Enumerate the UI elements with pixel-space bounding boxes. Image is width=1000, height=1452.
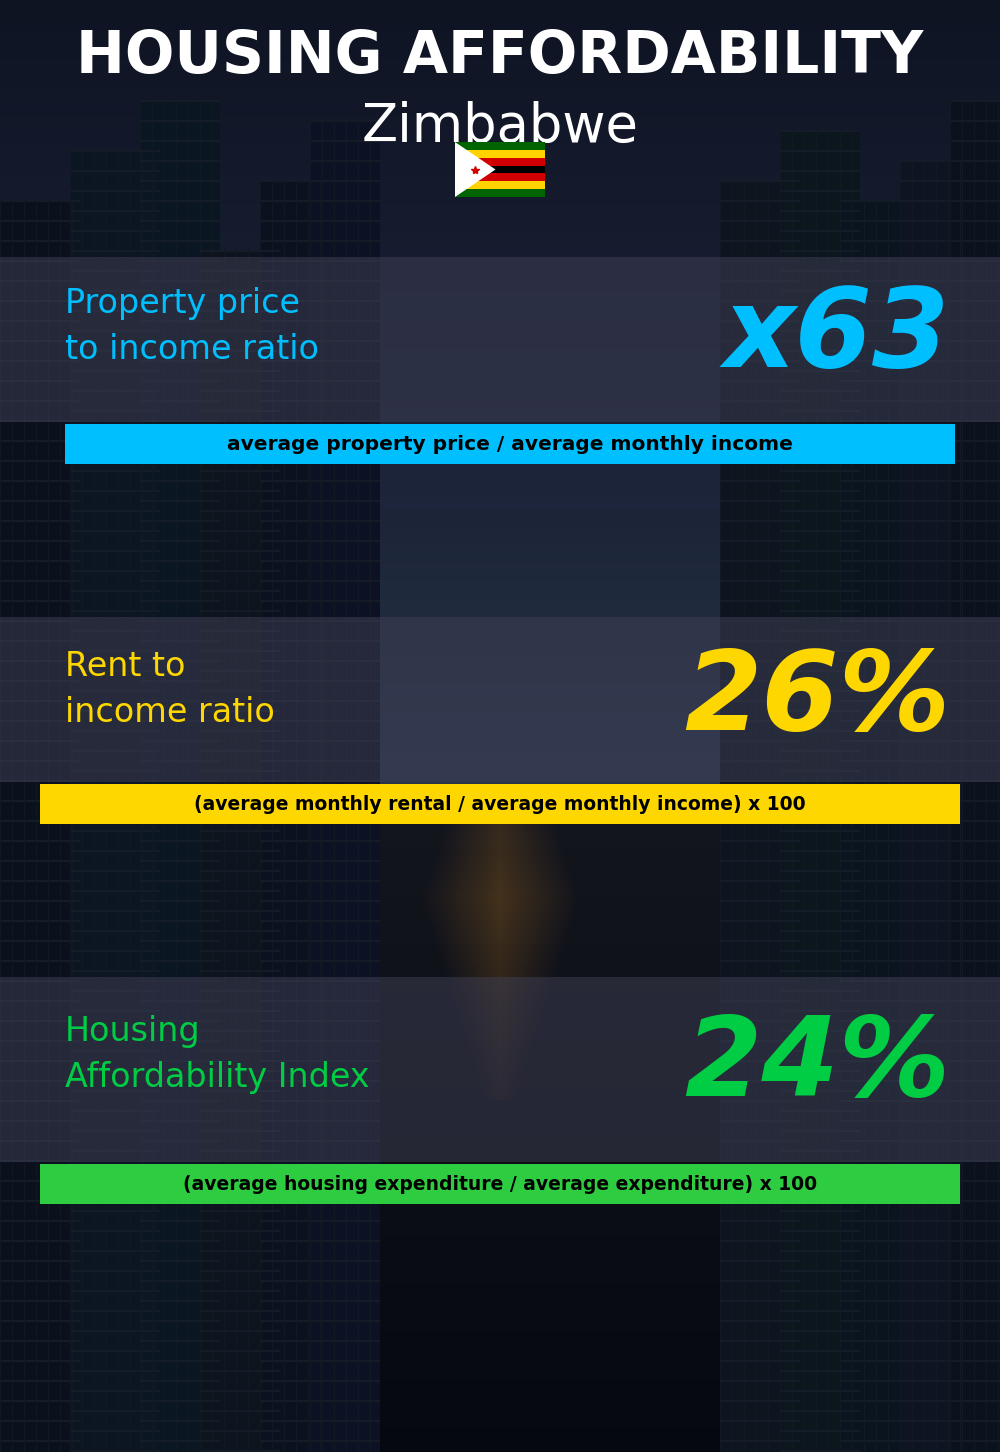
Text: HOUSING AFFORDABILITY: HOUSING AFFORDABILITY (76, 29, 924, 86)
Bar (40, 1165, 960, 1204)
Text: Property price
to income ratio: Property price to income ratio (65, 287, 319, 366)
Bar (0, 257, 1000, 423)
Polygon shape (455, 142, 496, 197)
Bar (0, 977, 1000, 1162)
Text: (average housing expenditure / average expenditure) x 100: (average housing expenditure / average e… (183, 1175, 817, 1194)
Text: (average monthly rental / average monthly income) x 100: (average monthly rental / average monthl… (194, 794, 806, 813)
Text: Housing
Affordability Index: Housing Affordability Index (65, 1015, 370, 1095)
Bar (455, 158, 545, 166)
Bar (455, 173, 545, 182)
Text: Zimbabwe: Zimbabwe (362, 102, 638, 152)
Text: 26%: 26% (684, 646, 950, 754)
Bar (65, 424, 955, 465)
Bar (0, 617, 1000, 783)
Bar (455, 182, 545, 189)
Text: average property price / average monthly income: average property price / average monthly… (227, 434, 793, 453)
Bar (455, 189, 545, 197)
Bar (455, 142, 545, 150)
Bar (455, 166, 545, 173)
Text: Rent to
income ratio: Rent to income ratio (65, 650, 275, 729)
Text: 24%: 24% (684, 1012, 950, 1119)
Bar (455, 150, 545, 158)
Bar (40, 784, 960, 823)
Text: x63: x63 (724, 283, 950, 389)
